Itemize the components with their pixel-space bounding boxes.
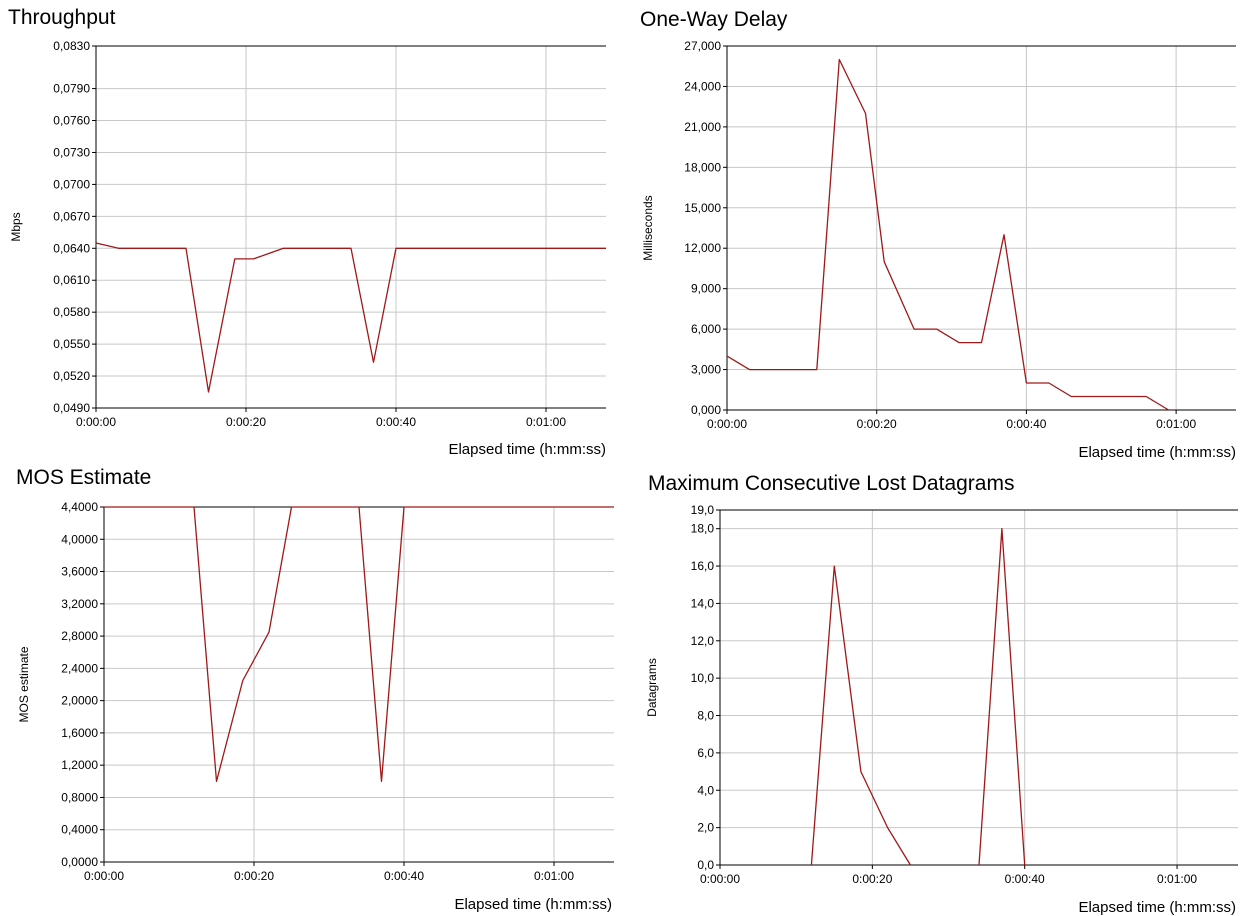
x-tick-label: 0:00:40: [376, 415, 416, 429]
series-line: [95, 242, 606, 393]
x-tick-label: 0:00:40: [1006, 417, 1046, 431]
y-tick-label: 9,000: [691, 282, 721, 296]
y-tick-label: 0,0730: [53, 145, 90, 159]
y-tick-label: 3,000: [691, 363, 721, 377]
x-tick-label: 0:00:40: [384, 869, 424, 883]
y-tick-label: 1,6000: [61, 726, 98, 740]
y-tick-label: 0,0760: [53, 114, 90, 128]
y-tick-label: 12,0: [691, 634, 715, 648]
y-tick-label: 10,0: [691, 671, 715, 685]
chart-title: Throughput: [8, 6, 116, 29]
y-tick-label: 4,0000: [61, 532, 98, 546]
y-tick-label: 14,0: [691, 596, 715, 610]
x-tick-label: 0:00:20: [857, 417, 897, 431]
y-tick-label: 21,000: [684, 120, 721, 134]
y-tick-label: 12,000: [684, 241, 721, 255]
y-axis-label: Datagrams: [645, 658, 659, 717]
y-tick-label: 1,2000: [61, 758, 98, 772]
y-tick-label: 0,0790: [53, 82, 90, 96]
y-tick-label: 0,0000: [61, 855, 98, 869]
y-axis-label: MOS estimate: [17, 646, 31, 722]
x-axis-label: Elapsed time (h:mm:ss): [1078, 899, 1236, 916]
y-axis-label: Mbps: [9, 212, 23, 241]
y-tick-label: 0,0610: [53, 273, 90, 287]
y-tick-label: 0,4000: [61, 823, 98, 837]
x-axis-label: Elapsed time (h:mm:ss): [454, 896, 612, 913]
y-tick-label: 0,0830: [53, 39, 90, 53]
x-tick-label: 0:00:00: [76, 415, 116, 429]
y-tick-label: 0,0: [697, 858, 714, 872]
y-tick-label: 3,2000: [61, 597, 98, 611]
y-tick-label: 2,0: [697, 821, 714, 835]
y-tick-label: 15,000: [684, 201, 721, 215]
y-tick-label: 27,000: [684, 39, 721, 53]
y-tick-label: 0,0640: [53, 241, 90, 255]
y-tick-label: 0,0520: [53, 369, 90, 383]
y-tick-label: 24,000: [684, 79, 721, 93]
y-tick-label: 2,4000: [61, 661, 98, 675]
x-tick-label: 0:00:20: [234, 869, 274, 883]
x-tick-label: 0:00:20: [226, 415, 266, 429]
x-tick-label: 0:00:40: [1005, 872, 1045, 886]
chart-title: One-Way Delay: [640, 8, 788, 31]
series-line: [104, 506, 614, 782]
x-axis-label: Elapsed time (h:mm:ss): [448, 441, 606, 458]
y-tick-label: 18,0: [691, 522, 715, 536]
y-tick-label: 6,0: [697, 746, 714, 760]
x-tick-label: 0:00:00: [84, 869, 124, 883]
y-tick-label: 0,8000: [61, 790, 98, 804]
x-tick-label: 0:00:00: [700, 872, 740, 886]
x-tick-label: 0:01:00: [1157, 872, 1197, 886]
y-tick-label: 0,0580: [53, 305, 90, 319]
chart-title: MOS Estimate: [16, 466, 152, 489]
chart-title: Maximum Consecutive Lost Datagrams: [648, 472, 1015, 495]
y-tick-label: 19,0: [691, 503, 715, 517]
y-tick-label: 2,0000: [61, 694, 98, 708]
series-line: [810, 565, 911, 866]
y-tick-label: 0,0490: [53, 401, 90, 415]
x-tick-label: 0:01:00: [1156, 417, 1196, 431]
y-tick-label: 3,6000: [61, 565, 98, 579]
x-tick-label: 0:01:00: [526, 415, 566, 429]
y-tick-label: 4,4000: [61, 500, 98, 514]
y-tick-label: 4,0: [697, 783, 714, 797]
y-tick-label: 2,8000: [61, 629, 98, 643]
y-tick-label: 8,0: [697, 709, 714, 723]
series-line: [978, 528, 1026, 866]
y-tick-label: 6,000: [691, 322, 721, 336]
series-line: [726, 58, 1169, 411]
y-tick-label: 0,000: [691, 403, 721, 417]
y-tick-label: 0,0700: [53, 177, 90, 191]
x-tick-label: 0:00:20: [852, 872, 892, 886]
y-tick-label: 18,000: [684, 160, 721, 174]
y-tick-label: 0,0670: [53, 209, 90, 223]
x-axis-label: Elapsed time (h:mm:ss): [1078, 444, 1236, 461]
y-tick-label: 16,0: [691, 559, 715, 573]
y-axis-label: Milliseconds: [641, 195, 655, 260]
y-tick-label: 0,0550: [53, 337, 90, 351]
x-tick-label: 0:00:00: [707, 417, 747, 431]
x-tick-label: 0:01:00: [534, 869, 574, 883]
